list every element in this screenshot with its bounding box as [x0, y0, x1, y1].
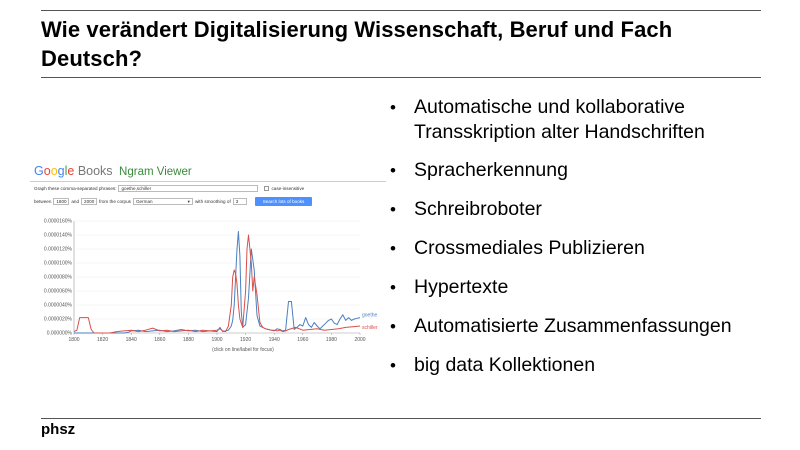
ngram-header: Google Books Ngram Viewer [34, 164, 192, 178]
x-tick-label: 1880 [183, 337, 194, 343]
logo-letter: g [57, 164, 65, 178]
bullet-item: Crossmediales Publizieren [390, 236, 790, 261]
top-rule [41, 10, 761, 11]
x-tick-label: 1900 [211, 337, 222, 343]
search-lots-of-books-button[interactable]: Search lots of books [254, 197, 313, 206]
ngram-chart: 0.000000% 0.0000020% 0.0000040% 0.0000060% 0… [44, 219, 378, 353]
smoothing-select[interactable]: 3 [232, 198, 247, 205]
y-tick-label: 0.0000080% [44, 275, 73, 281]
slide-title: Wie verändert Digitalisierung Wissenscha… [41, 17, 673, 71]
footer-rule [41, 418, 761, 419]
logo-letter: l [64, 164, 68, 178]
case-insensitive-label: case-insensitive [271, 186, 305, 191]
x-tick-label: 1800 [68, 337, 79, 343]
smoothing-label: with smoothing of [194, 199, 231, 204]
phrases-label: Graph these comma-separated phrases: [34, 186, 117, 191]
y-tick-label: 0.000000% [47, 331, 73, 337]
google-logo: Google [34, 164, 78, 178]
y-tick-label: 0.0000100% [44, 261, 73, 267]
header-separator [30, 181, 386, 182]
between-label: between [34, 199, 52, 204]
x-tick-label: 1980 [326, 337, 337, 343]
y-tick-label: 0.0000040% [44, 303, 73, 309]
bullet-item: Hypertexte [390, 275, 790, 300]
x-tick-label: 1840 [126, 337, 137, 343]
corpus-label: from the corpus [99, 199, 131, 204]
bullet-item: big data Kollektionen [390, 353, 790, 378]
legend-label-schiller[interactable]: schiller [362, 325, 378, 331]
x-tick-label: 1940 [269, 337, 280, 343]
corpus-value: German [135, 199, 153, 204]
y-tick-label: 0.0000060% [44, 289, 73, 295]
y-tick-label: 0.0000120% [44, 247, 73, 253]
bullet-item: Spracherkennung [390, 158, 790, 183]
case-insensitive-checkbox[interactable] [264, 186, 270, 191]
legend-label-goethe[interactable]: goethe [362, 313, 378, 319]
series-line-goethe[interactable] [74, 231, 361, 334]
corpus-select[interactable]: German ▾ [132, 198, 193, 205]
ngram-viewer-screenshot: Google Books Ngram Viewer Graph these co… [30, 160, 388, 355]
x-tick-label: 2000 [354, 337, 365, 343]
phrases-input[interactable]: goethe,schiller [118, 185, 259, 192]
bullet-list: Automatische und kollaborative Transskri… [390, 95, 790, 392]
x-tick-label: 1860 [154, 337, 165, 343]
x-tick-label: 1960 [297, 337, 308, 343]
bullet-item: Automatisierte Zusammenfassungen [390, 314, 790, 339]
dropdown-arrow-icon: ▾ [187, 199, 190, 204]
phrase-row: Graph these comma-separated phrases: goe… [34, 185, 304, 192]
series-line-schiller[interactable] [73, 234, 361, 334]
x-tick-label: 1920 [240, 337, 251, 343]
logo-letter: o [43, 164, 51, 178]
phsz-logo: phsz [41, 421, 76, 438]
books-label: Books [77, 164, 113, 178]
logo-letter: o [50, 164, 58, 178]
title-divider [41, 77, 761, 78]
bullet-item: Schreibroboter [390, 197, 790, 222]
y-tick-label: 0.0000020% [44, 317, 73, 323]
bullet-item: Automatische und kollaborative Transskri… [390, 95, 790, 145]
start-year-input[interactable]: 1800 [53, 198, 70, 205]
and-label: and [71, 199, 80, 204]
y-tick-label: 0.0000160% [44, 219, 73, 225]
y-tick-label: 0.0000140% [44, 233, 73, 239]
ngram-viewer-label: Ngram Viewer [119, 166, 192, 178]
logo-letter: e [67, 164, 75, 178]
chart-note: (click on line/label for focus) [212, 347, 274, 353]
x-tick-label: 1820 [97, 337, 108, 343]
options-row: between 1800 and 2000 from the corpus Ge… [34, 197, 313, 206]
logo-letter: G [34, 164, 44, 178]
smoothing-value: 3 [235, 199, 239, 204]
end-year-input[interactable]: 2000 [81, 198, 98, 205]
